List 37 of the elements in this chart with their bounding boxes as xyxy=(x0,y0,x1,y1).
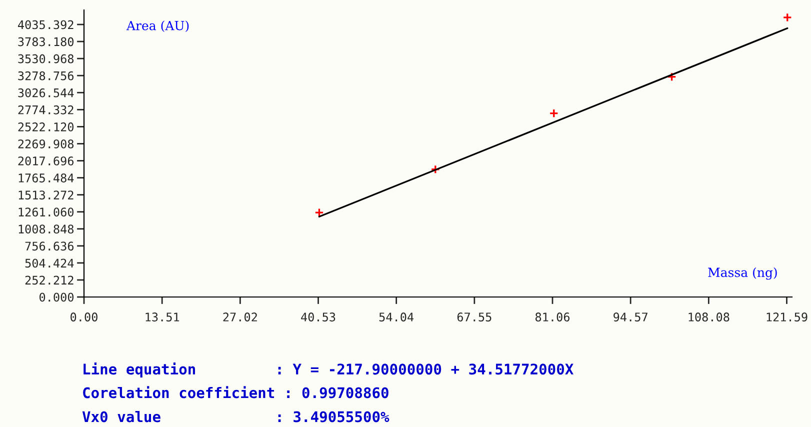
x-tick-label: 67.55 xyxy=(457,312,492,322)
x-axis-title: Massa (ng) xyxy=(708,267,777,280)
y-tick-label: 2522.120 xyxy=(18,122,74,132)
y-tick-label: 2774.332 xyxy=(18,105,74,114)
x-tick-label: 0.00 xyxy=(70,312,98,322)
y-tick-label: 1261.060 xyxy=(18,208,74,217)
y-tick-label: 3530.968 xyxy=(18,54,74,64)
y-tick-label: 3026.544 xyxy=(18,88,74,98)
y-tick-label: 1008.848 xyxy=(18,224,74,234)
point xyxy=(782,12,792,22)
y-tick-label: 3278.756 xyxy=(18,71,74,80)
x-tick-label: 13.51 xyxy=(146,312,180,322)
y-tick-label: 4035.392 xyxy=(18,20,74,30)
point xyxy=(314,208,324,218)
x-tick-label: 40.53 xyxy=(301,312,336,322)
y-tick-label: 0.000 xyxy=(40,292,74,302)
point xyxy=(430,164,440,174)
point xyxy=(667,72,676,82)
point xyxy=(549,108,559,118)
y-tick-label: 504.424 xyxy=(25,258,74,268)
y-tick-label: 2017.696 xyxy=(18,156,74,166)
text: Line equation : Y = -217.90000000 + 34.51772000X xyxy=(84,362,574,378)
y-tick-label: 756.636 xyxy=(25,242,74,251)
y-axis-title: Area (AU) xyxy=(126,20,189,32)
y-tick-label: 1765.484 xyxy=(18,174,74,182)
y-tick-label: 1513.272 xyxy=(18,190,74,200)
text: Vx0 value : 3.49055500% xyxy=(82,410,390,422)
y-tick-label: 3783.180 xyxy=(18,37,74,46)
x-tick-label: 94.57 xyxy=(614,312,648,322)
y-tick-label: 2269.908 xyxy=(18,139,74,148)
text: Corelation coefficient : 0.99708860 xyxy=(83,386,388,398)
y-tick-label: 252.212 xyxy=(25,276,74,285)
x-tick-label: 121.59 xyxy=(766,312,808,322)
x-tick-label: 81.06 xyxy=(535,312,570,322)
x-tick-label: 54.04 xyxy=(379,312,414,322)
x-tick-label: 27.02 xyxy=(223,312,257,322)
x-tick-label: 108.08 xyxy=(688,312,730,322)
